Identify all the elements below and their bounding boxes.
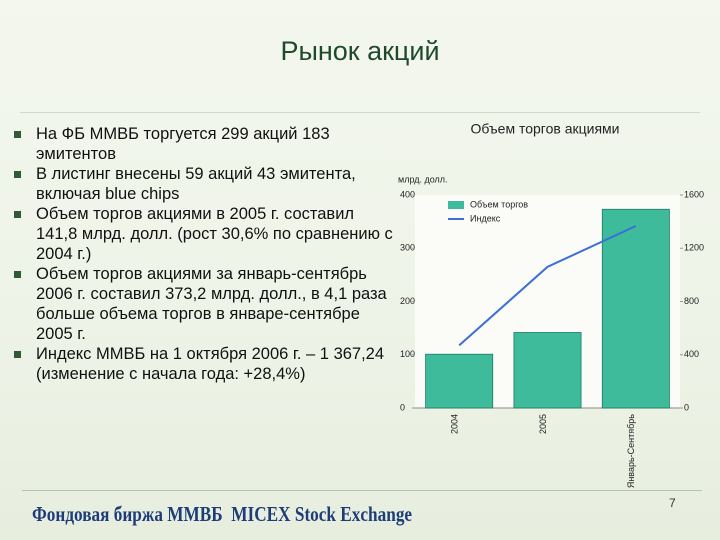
bullet-list: На ФБ ММВБ торгуется 299 акций 183 эмите… bbox=[8, 124, 396, 384]
page-number: 7 bbox=[669, 496, 676, 510]
logo-en: MICEX Stock Exchange bbox=[231, 502, 413, 526]
logo: Фондовая биржа ММВБ MICEX Stock Exchange bbox=[32, 502, 412, 527]
bar bbox=[425, 353, 494, 409]
index-line bbox=[458, 225, 637, 347]
y2-tick-label: 1200 bbox=[684, 243, 704, 253]
y-axis-label: млрд. долл. bbox=[398, 174, 448, 184]
logo-ru: Фондовая биржа ММВБ bbox=[32, 502, 223, 526]
bullet: Объем торгов акциями за январь-сентябрь … bbox=[14, 264, 396, 344]
y-tick-label: 100 bbox=[400, 349, 415, 359]
chart: Объем торгов акциями млрд. долл. 0 100 200… bbox=[398, 121, 704, 488]
x-tick-label: Январь-Сентябрь bbox=[626, 414, 636, 488]
divider bbox=[20, 112, 700, 113]
y2-tick-label: 0 bbox=[684, 402, 689, 412]
legend-label: Индекс bbox=[470, 213, 501, 223]
bullet: На ФБ ММВБ торгуется 299 акций 183 эмите… bbox=[14, 124, 396, 164]
y-tick-label: 300 bbox=[400, 243, 415, 253]
chart-title: Объем торгов акциями bbox=[470, 121, 619, 137]
bullet: В листинг внесены 59 акций 43 эмитента, … bbox=[14, 164, 396, 204]
bullet: Индекс ММВБ на 1 октября 2006 г. – 1 367… bbox=[14, 344, 396, 384]
bar bbox=[601, 208, 670, 409]
x-tick-label: 2004 bbox=[450, 414, 460, 434]
y2-tick-label: 1600 bbox=[684, 189, 704, 199]
x-tick-label: 2005 bbox=[538, 414, 548, 434]
y-tick-label: 400 bbox=[400, 189, 415, 199]
y2-tick-label: 400 bbox=[684, 349, 699, 359]
y-tick-label: 0 bbox=[400, 402, 405, 412]
y-tick-label: 200 bbox=[400, 296, 415, 306]
bullet: Объем торгов акциями в 2005 г. составил … bbox=[14, 204, 396, 264]
footer-rule bbox=[22, 490, 702, 491]
legend-label: Объем торгов bbox=[470, 199, 528, 209]
slide-title: Рынок акций bbox=[280, 36, 440, 66]
legend-swatch bbox=[448, 201, 464, 209]
y2-tick-label: 800 bbox=[684, 296, 699, 306]
bar bbox=[513, 332, 582, 409]
